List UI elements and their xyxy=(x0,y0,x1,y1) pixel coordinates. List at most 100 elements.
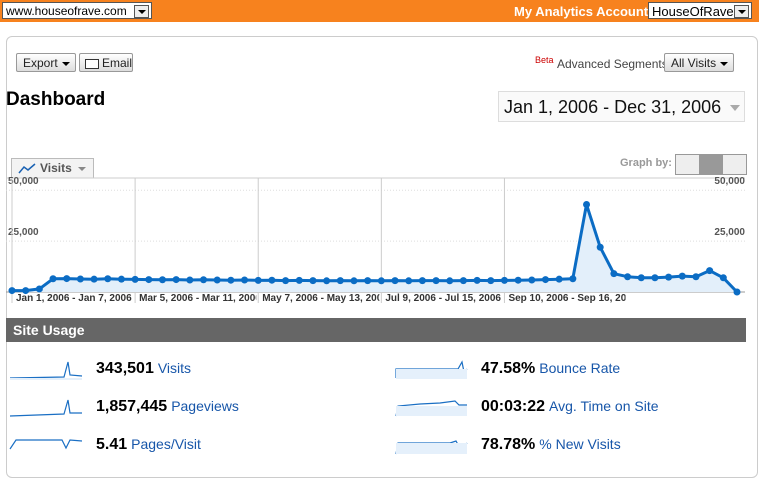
x-tick-label: Jul 9, 2006 - Jul 15, 2006 xyxy=(385,293,501,304)
point xyxy=(665,273,673,281)
month-button[interactable] xyxy=(723,155,747,174)
point xyxy=(131,275,139,283)
point xyxy=(528,276,536,284)
point xyxy=(733,288,741,296)
segments-label: Advanced Segments: xyxy=(557,57,672,71)
point xyxy=(254,276,262,284)
week-button[interactable] xyxy=(699,155,724,174)
point xyxy=(610,270,618,278)
export-button[interactable]: Export xyxy=(16,53,76,72)
site-select[interactable]: www.houseofrave.com xyxy=(2,2,152,19)
point xyxy=(500,276,508,284)
sparklines xyxy=(9,360,468,455)
metric-value: 47.58% xyxy=(481,360,536,377)
date-picker[interactable]: Jan 1, 2006 - Dec 31, 2006 xyxy=(498,91,745,122)
point xyxy=(446,277,454,285)
metric-label[interactable]: % New Visits xyxy=(539,436,621,452)
tab-icon xyxy=(18,163,36,174)
y-tick-label: 50,000 xyxy=(8,176,39,187)
x-tick-label: Mar 5, 2006 - Mar 11, 2006 xyxy=(139,293,261,304)
point xyxy=(391,277,399,285)
point xyxy=(90,275,98,283)
point xyxy=(172,276,180,284)
point xyxy=(186,276,194,284)
metric: 343,501 Visits xyxy=(96,360,191,378)
date-range: Jan 1, 2006 - Dec 31, 2006 xyxy=(504,97,722,117)
email-button[interactable]: Email xyxy=(79,53,133,72)
point xyxy=(35,285,43,293)
chart: 25,000 25,000 50,000 50,000 Jan 1, 2006 - Ja… xyxy=(6,176,745,304)
sparkline xyxy=(9,439,83,450)
point xyxy=(432,277,440,285)
metric-label[interactable]: Avg. Time on Site xyxy=(549,398,659,414)
metric-value: 78.78% xyxy=(481,436,536,453)
x-tick-label: Jan 1, 2006 - Jan 7, 2006 xyxy=(16,293,132,304)
x-tick-label: Sep 10, 2006 - Sep 16, 2006 xyxy=(508,293,637,304)
point xyxy=(555,275,563,283)
point xyxy=(418,277,426,285)
point xyxy=(350,277,358,285)
metric-value: 343,501 xyxy=(96,360,154,377)
point xyxy=(459,277,467,285)
point xyxy=(241,276,249,284)
y-tick-label: 25,000 xyxy=(8,227,39,238)
point xyxy=(158,276,166,284)
point xyxy=(624,273,632,281)
segments-value: All Visits xyxy=(671,56,717,70)
point xyxy=(63,275,71,283)
point xyxy=(583,200,591,208)
segments-button[interactable]: All Visits xyxy=(664,53,734,72)
area xyxy=(12,204,737,292)
point xyxy=(200,276,208,284)
point xyxy=(309,277,317,285)
metric-label[interactable]: Visits xyxy=(157,360,192,376)
metric-label[interactable]: Pageviews xyxy=(171,398,239,414)
metric: 5.41 Pages/Visit xyxy=(96,436,201,454)
point xyxy=(104,275,112,283)
point xyxy=(336,277,344,285)
point xyxy=(22,287,30,295)
site-usage-header: Site Usage xyxy=(6,318,746,342)
point xyxy=(514,276,522,284)
point xyxy=(706,267,714,275)
metric-label[interactable]: Pages/Visit xyxy=(131,436,201,452)
point xyxy=(596,243,604,251)
point xyxy=(117,275,125,283)
top-bar xyxy=(0,0,759,22)
dashboard-title: Dashboard xyxy=(6,89,106,110)
point xyxy=(49,275,57,283)
day-button[interactable] xyxy=(676,155,700,174)
metric: 1,857,445 Pageviews xyxy=(96,398,239,416)
point xyxy=(377,277,385,285)
point xyxy=(145,276,153,284)
point xyxy=(719,274,727,282)
date-arrow xyxy=(730,105,740,111)
point xyxy=(569,275,577,283)
site-name: www.houseofrave.com xyxy=(6,4,127,18)
metric-label[interactable]: Bounce Rate xyxy=(539,360,621,376)
point xyxy=(268,276,276,284)
metric-value: 1,857,445 xyxy=(96,398,168,415)
point xyxy=(364,277,372,285)
point xyxy=(637,274,645,282)
point xyxy=(76,275,84,283)
point xyxy=(213,276,221,284)
point xyxy=(405,277,413,285)
point xyxy=(8,287,16,295)
metric-value: 00:03:22 xyxy=(481,398,546,415)
graph-by-buttons xyxy=(675,154,747,175)
sparkline xyxy=(9,361,83,379)
point xyxy=(227,276,235,284)
account-select[interactable]: HouseOfRave xyxy=(648,2,752,19)
x-tick-label: May 7, 2006 - May 13, 2006 xyxy=(262,293,388,304)
email-label: Email xyxy=(102,56,133,70)
point xyxy=(323,277,331,285)
account-name: HouseOfRave xyxy=(652,4,734,19)
point xyxy=(541,276,549,284)
visits-tab[interactable]: Visits xyxy=(11,158,94,178)
graph-by-label: Graph by: xyxy=(620,157,672,169)
y-tick-label: 25,000 xyxy=(714,227,745,238)
point xyxy=(678,272,686,280)
point xyxy=(295,276,303,284)
